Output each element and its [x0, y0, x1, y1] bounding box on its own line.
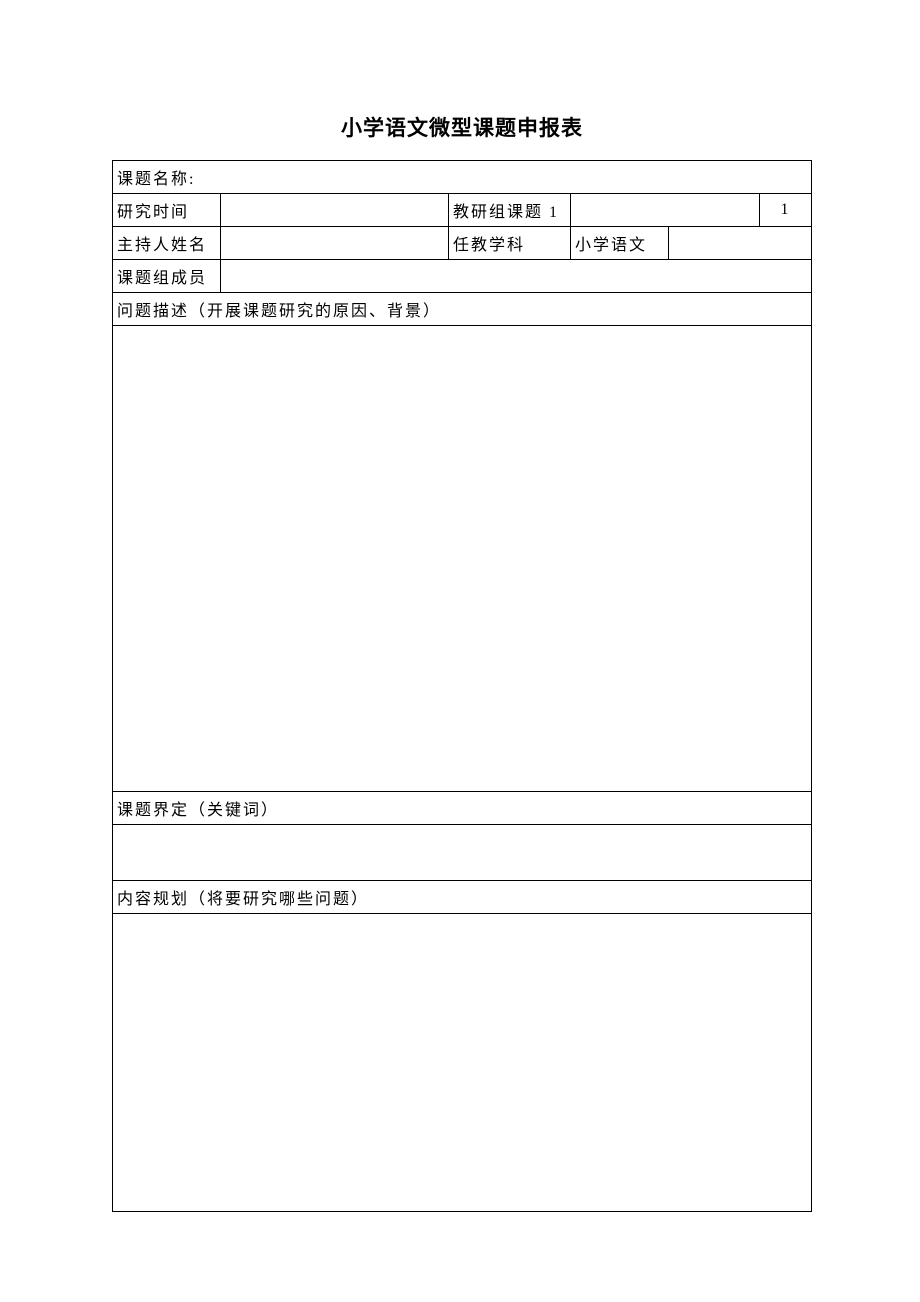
content-plan-label: 内容规划（将要研究哪些问题） [113, 881, 812, 914]
row-content-plan-content [113, 914, 812, 1212]
group-topic-label: 教研组课题 1 [449, 194, 571, 227]
group-topic-value [571, 194, 760, 227]
subject-label: 任教学科 [449, 227, 571, 260]
research-time-label: 研究时间 [113, 194, 221, 227]
topic-definition-content [113, 825, 812, 881]
research-time-value [221, 194, 449, 227]
group-topic-number: 1 [760, 194, 812, 227]
row-topic-definition-header: 课题界定（关键词） [113, 792, 812, 825]
members-value [221, 260, 812, 293]
page-container: 小学语文微型课题申报表 课题名称: 研究时间 教研组课题 1 1 主持人姓名 任… [0, 0, 920, 1212]
problem-desc-label: 问题描述（开展课题研究的原因、背景） [113, 293, 812, 326]
row-problem-desc-content [113, 326, 812, 792]
subject-extra [669, 227, 812, 260]
content-plan-content [113, 914, 812, 1212]
host-name-label: 主持人姓名 [113, 227, 221, 260]
row-content-plan-header: 内容规划（将要研究哪些问题） [113, 881, 812, 914]
row-topic-name: 课题名称: [113, 161, 812, 194]
row-members: 课题组成员 [113, 260, 812, 293]
row-topic-definition-content [113, 825, 812, 881]
members-label: 课题组成员 [113, 260, 221, 293]
topic-name-label: 课题名称: [113, 161, 812, 194]
application-form-table: 课题名称: 研究时间 教研组课题 1 1 主持人姓名 任教学科 小学语文 课题组… [112, 160, 812, 1212]
document-title: 小学语文微型课题申报表 [112, 112, 812, 142]
row-host-name: 主持人姓名 任教学科 小学语文 [113, 227, 812, 260]
problem-desc-content [113, 326, 812, 792]
row-research-time: 研究时间 教研组课题 1 1 [113, 194, 812, 227]
row-problem-desc-header: 问题描述（开展课题研究的原因、背景） [113, 293, 812, 326]
subject-value: 小学语文 [571, 227, 669, 260]
topic-definition-label: 课题界定（关键词） [113, 792, 812, 825]
host-name-value [221, 227, 449, 260]
